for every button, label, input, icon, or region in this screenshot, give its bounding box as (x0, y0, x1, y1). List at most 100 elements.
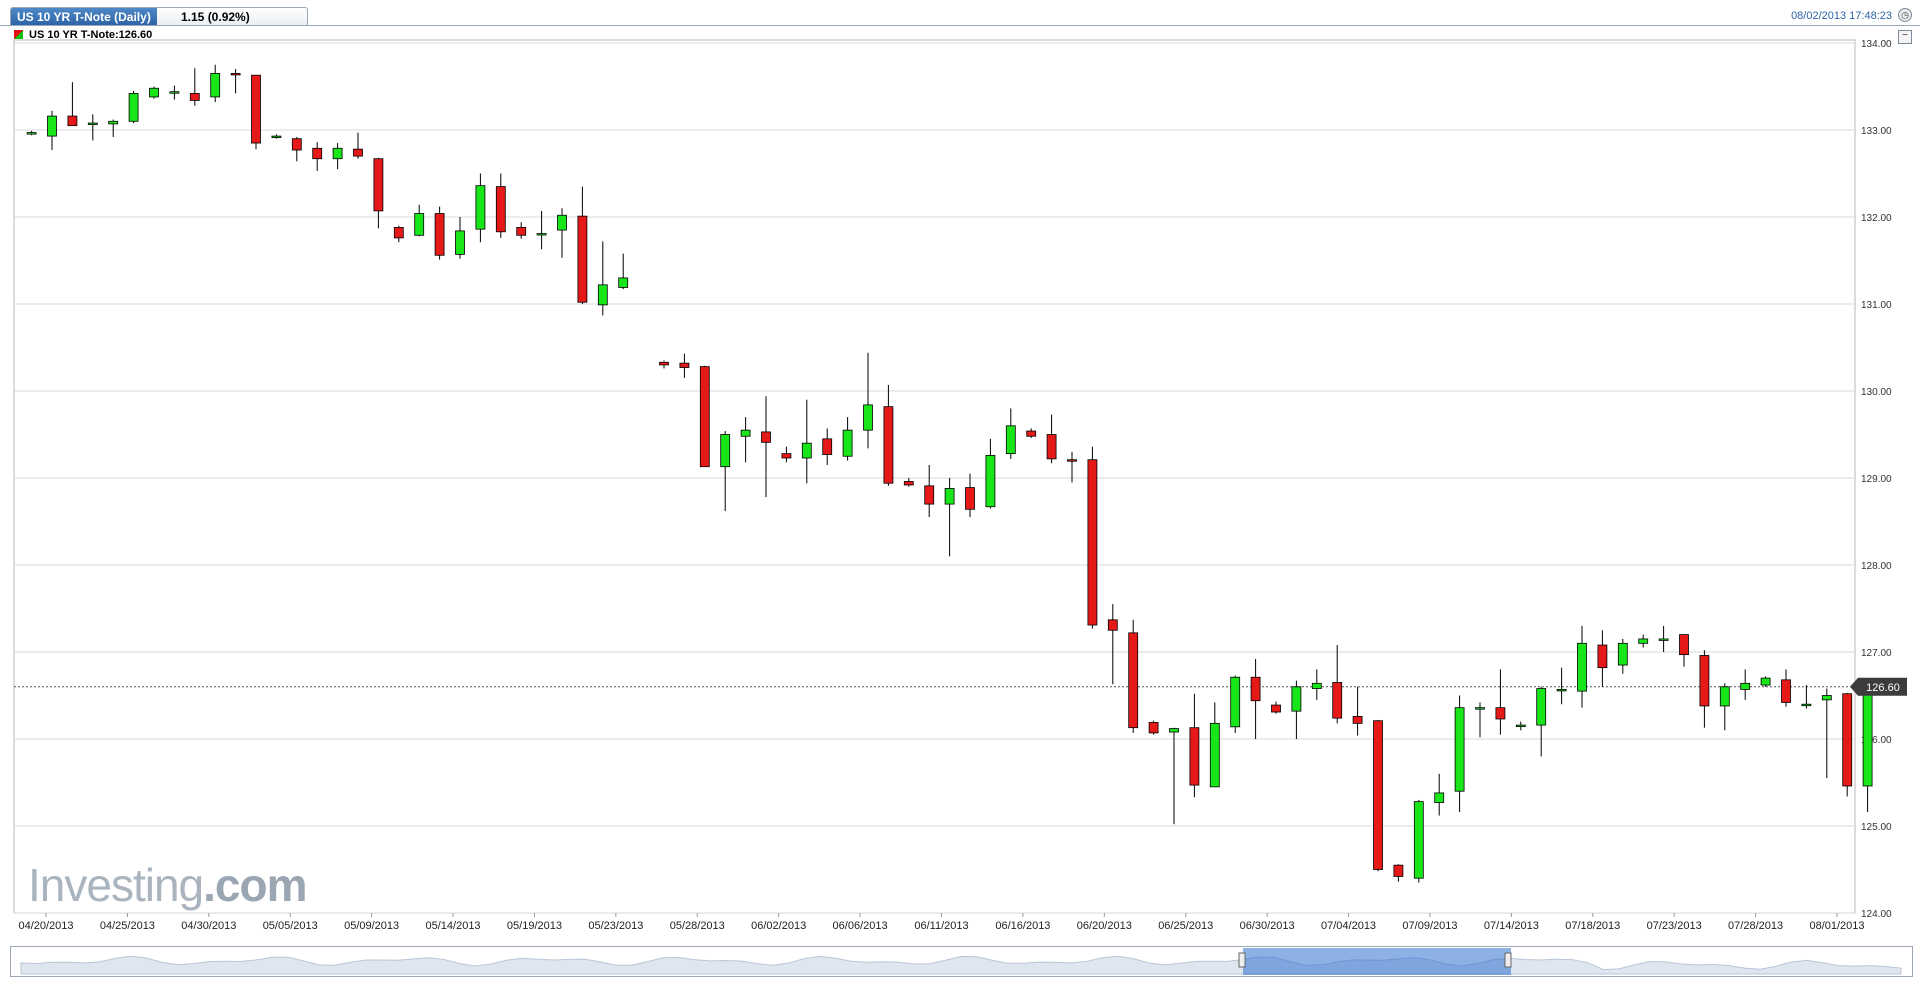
candle-body (475, 185, 486, 230)
candle-body (516, 227, 527, 236)
candle-body (1209, 722, 1220, 788)
candle-body (1821, 695, 1832, 701)
x-tick-label: 07/28/2013 (1728, 920, 1783, 932)
legend-label: US 10 YR T-Note:126.60 (29, 29, 153, 41)
candle-body (189, 93, 200, 101)
candle-body (679, 362, 690, 368)
x-tick-label: 05/28/2013 (670, 920, 725, 932)
candle-body (26, 132, 37, 135)
x-tick-label: 07/23/2013 (1647, 920, 1702, 932)
y-tick-label: 129.00 (1861, 474, 1892, 485)
x-tick-label: 07/09/2013 (1402, 920, 1457, 932)
candle-body (271, 135, 282, 138)
x-tick-label: 06/16/2013 (995, 920, 1050, 932)
candle-body (1597, 644, 1608, 669)
candle-body (597, 284, 608, 306)
x-tick-label: 05/23/2013 (588, 920, 643, 932)
candle-body (1413, 801, 1424, 879)
refresh-clock-icon[interactable]: ◷ (1898, 8, 1912, 22)
candle-body (210, 73, 221, 98)
candle-body (1311, 682, 1322, 689)
candle-body (781, 453, 792, 459)
plot-border (13, 39, 1856, 914)
candle-body (1495, 707, 1506, 720)
candle-body (291, 138, 302, 151)
logo-brand: Investing (28, 859, 204, 911)
candle-body (67, 115, 78, 127)
candle-body (1352, 715, 1363, 724)
candle-body (1332, 682, 1343, 719)
candlestick-chart[interactable]: 124.00 125.00 126.00 127.00 128.00 129.00 130.… (0, 26, 1920, 944)
x-tick-label: 07/18/2013 (1565, 920, 1620, 932)
candle-body (883, 406, 894, 484)
candle-body (1067, 459, 1077, 462)
y-tick-label: 131.00 (1861, 300, 1892, 311)
candle-body (1434, 792, 1445, 803)
candle-body (1087, 459, 1098, 626)
candle-body (944, 488, 955, 505)
x-tick-label: 07/04/2013 (1321, 920, 1376, 932)
candle-body (1515, 724, 1526, 727)
x-tick-label: 05/09/2013 (344, 920, 399, 932)
candle-body (353, 148, 363, 157)
candle-body (924, 485, 935, 505)
y-tick-label: 133.00 (1861, 126, 1892, 137)
candle-body (1699, 655, 1710, 707)
candle-body (108, 120, 119, 125)
candle-body (1373, 720, 1383, 870)
x-tick-label: 06/20/2013 (1077, 920, 1132, 932)
candle-body (761, 431, 771, 443)
chart-tab[interactable]: US 10 YR T-Note (Daily) 1.15 (0.92%) (10, 7, 308, 26)
minimize-icon[interactable]: − (1898, 30, 1912, 44)
candle-body (1801, 703, 1812, 707)
candle-body (495, 186, 506, 233)
candle-body (1046, 434, 1057, 460)
candle-body (1536, 688, 1547, 726)
navigator-plot[interactable] (11, 947, 1912, 976)
investing-logo: Investing.com (28, 858, 308, 912)
candle-body (577, 215, 588, 303)
candle-body (312, 147, 323, 160)
logo-suffix: .com (203, 859, 307, 911)
x-tick-label: 04/25/2013 (100, 920, 155, 932)
x-tick-label: 04/30/2013 (181, 920, 236, 932)
x-tick-label: 05/19/2013 (507, 920, 562, 932)
candle-body (128, 93, 139, 122)
x-tick-label: 05/14/2013 (426, 920, 481, 932)
navigator-selection (1243, 948, 1511, 975)
timestamp: 08/02/2013 17:48:23 (1791, 10, 1892, 22)
y-tick-label: 124.00 (1861, 909, 1892, 920)
candle-body (1719, 686, 1730, 707)
y-tick-label: 125.00 (1861, 822, 1892, 833)
candle-body (1128, 632, 1139, 729)
candle-body (87, 122, 98, 125)
y-tick-label: 126.00 (1861, 735, 1892, 746)
candle-body (434, 213, 445, 256)
x-tick-label: 06/30/2013 (1240, 920, 1295, 932)
y-tick-label: 134.00 (1861, 39, 1892, 50)
candle-body (1577, 642, 1587, 692)
candle-body (1617, 642, 1628, 666)
candle-body (842, 429, 853, 457)
y-tick-label: 127.00 (1861, 648, 1892, 659)
y-tick-label: 132.00 (1861, 213, 1892, 224)
candle-body (47, 115, 57, 137)
candle-body (557, 214, 567, 231)
candle-body (965, 487, 975, 510)
y-tick-label: 130.00 (1861, 387, 1892, 398)
candle-body (1393, 864, 1404, 877)
chart-tab-title[interactable]: US 10 YR T-Note (Daily) (11, 8, 157, 26)
candle-body (1454, 707, 1465, 792)
candle-body (1271, 704, 1281, 713)
x-tick-label: 06/25/2013 (1158, 920, 1213, 932)
range-navigator[interactable] (10, 946, 1913, 977)
candle-body (169, 91, 180, 94)
candle-body (1250, 676, 1261, 702)
candle-body (1679, 634, 1689, 656)
last-price-tag: 126.60 (1850, 677, 1907, 696)
candle-body (149, 87, 159, 98)
candle-body (903, 481, 914, 486)
chart-header: US 10 YR T-Note (Daily) 1.15 (0.92%) 08/… (0, 0, 1920, 26)
candle-body (1760, 677, 1771, 686)
candle-body (985, 454, 996, 508)
